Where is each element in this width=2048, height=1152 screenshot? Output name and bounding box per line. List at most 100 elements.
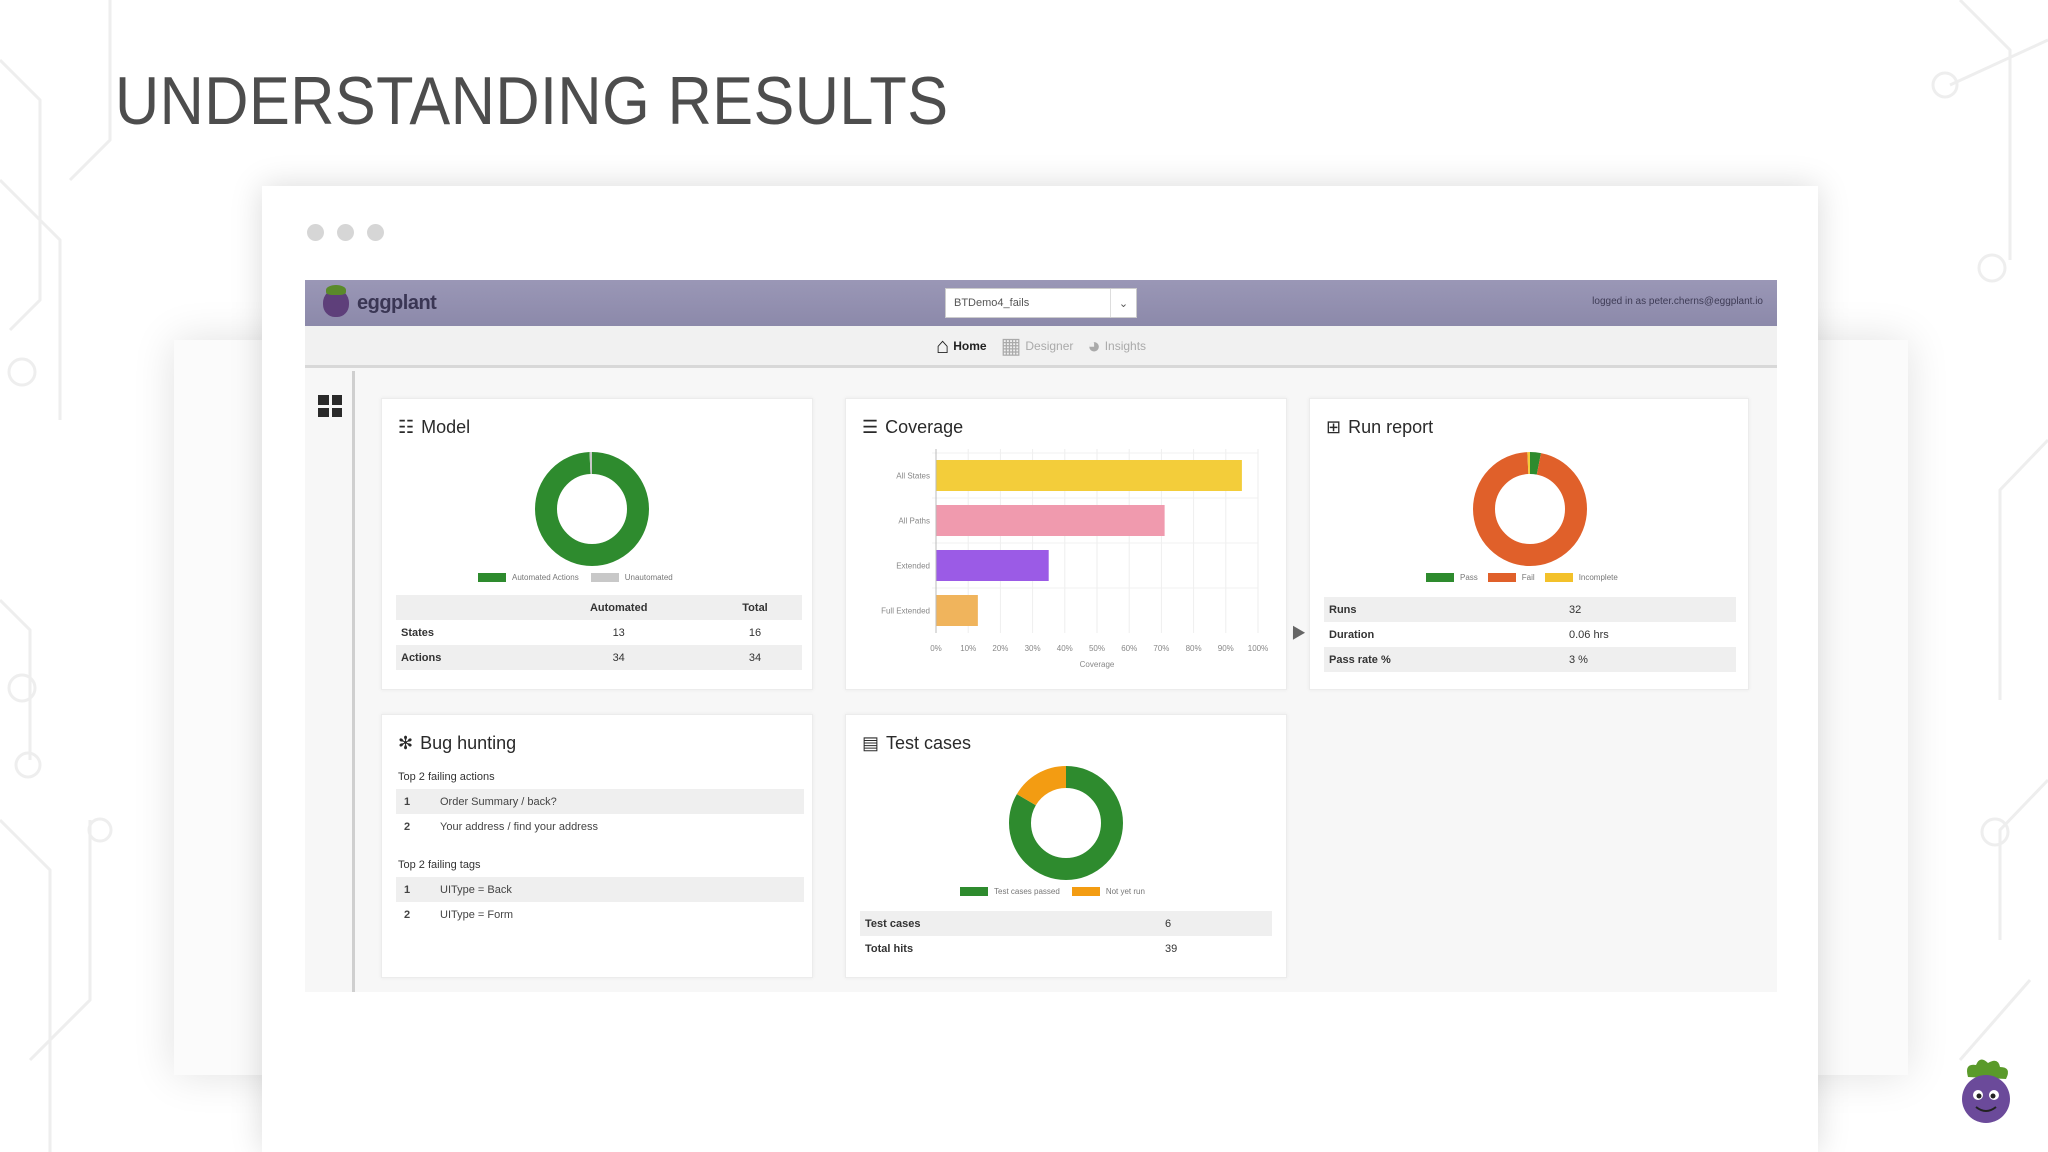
sitemap-icon: ☷ — [398, 417, 415, 437]
donut-slice-unautomated — [535, 452, 649, 566]
nav-insights[interactable]: ◕ Insights — [1087, 334, 1146, 357]
chevron-down-icon[interactable]: ⌄ — [1110, 289, 1136, 317]
x-tick-label: 100% — [1248, 644, 1268, 653]
legend-fail: Fail — [1521, 573, 1535, 582]
coverage-bar[interactable] — [936, 595, 978, 626]
home-icon: ⌂ — [935, 332, 950, 358]
app-header: eggplant BTDemo4_fails ⌄ logged in as pe… — [305, 280, 1777, 326]
table-row: Test cases 6 — [860, 911, 1272, 936]
list-item[interactable]: 1 Order Summary / back? — [396, 789, 804, 814]
x-tick-label: 80% — [1186, 644, 1202, 653]
table-row: Pass rate % 3 % — [1324, 647, 1736, 672]
table-row: Total hits 39 — [860, 936, 1272, 961]
failing-actions-heading: Top 2 failing actions — [398, 771, 495, 783]
project-select[interactable]: BTDemo4_fails ⌄ — [945, 288, 1137, 318]
y-category-label: All States — [896, 472, 930, 481]
legend-swatch-unautomated — [590, 573, 619, 582]
sitemap-icon: ▦ — [1000, 332, 1022, 358]
legend-not-yet-run: Not yet run — [1105, 887, 1145, 896]
run-report-title: Run report — [1348, 417, 1434, 437]
table-row: States 13 16 — [396, 620, 802, 645]
legend-swatch-passed — [960, 887, 988, 896]
browser-window: eggplant BTDemo4_fails ⌄ logged in as pe… — [262, 186, 1818, 1152]
failing-actions-list: 1 Order Summary / back? 2 Your address /… — [396, 789, 804, 839]
list-item-rank: 1 — [404, 795, 411, 808]
nav-designer[interactable]: ▦ Designer — [1000, 332, 1074, 358]
row-value: 3 % — [1569, 653, 1588, 666]
run-report-card: ⊞ Run report Pass Fail Incomplete Runs 3… — [1309, 398, 1749, 690]
window-dot-maximize[interactable] — [367, 224, 384, 241]
login-status: logged in as peter.cherns@eggplant.io — [1592, 296, 1763, 307]
legend-pass: Pass — [1460, 573, 1478, 582]
list-item-rank: 1 — [404, 883, 411, 896]
row-automated: 13 — [612, 626, 625, 639]
eggplant-logo[interactable]: eggplant — [323, 285, 437, 317]
y-category-label: All Paths — [898, 517, 930, 526]
table-header — [396, 595, 529, 620]
x-tick-label: 60% — [1121, 644, 1137, 653]
table-row: Runs 32 — [1324, 597, 1736, 622]
list-item[interactable]: 2 UIType = Form — [396, 902, 804, 927]
nav-home-label: Home — [953, 338, 987, 353]
list-item[interactable]: 2 Your address / find your address — [396, 814, 804, 839]
legend-unautomated: Unautomated — [624, 573, 673, 582]
coverage-bar[interactable] — [936, 505, 1165, 536]
x-axis-label: Coverage — [1080, 660, 1115, 669]
list-item-rank: 2 — [404, 820, 411, 833]
donut-slice-incomplete — [1473, 452, 1587, 566]
coverage-bar[interactable] — [936, 460, 1242, 491]
test-cases-donut-chart — [1009, 766, 1123, 880]
model-stats-table: Automated Total States 13 16 Actions 34 … — [396, 595, 802, 670]
table-icon: ⊞ — [1326, 417, 1342, 437]
table-header-total: Total — [742, 601, 768, 614]
grid-icon[interactable] — [318, 395, 342, 417]
list-item-text: Your address / find your address — [440, 820, 598, 833]
x-tick-label: 70% — [1153, 644, 1169, 653]
list-item[interactable]: 1 UIType = Back — [396, 877, 804, 902]
bug-hunting-card-title: ✻ Bug hunting — [398, 733, 516, 754]
main-nav: ⌂ Home ▦ Designer ◕ Insights — [305, 326, 1777, 368]
layers-icon: ☰ — [862, 417, 879, 437]
window-controls — [307, 224, 384, 241]
table-row: Actions 34 34 — [396, 645, 802, 670]
row-total: 16 — [748, 626, 762, 639]
test-cases-card-title: ▤ Test cases — [862, 733, 971, 754]
window-dot-close[interactable] — [307, 224, 324, 241]
table-header-automated: Automated — [589, 601, 648, 614]
x-tick-label: 30% — [1025, 644, 1041, 653]
list-item-rank: 2 — [404, 908, 411, 921]
bug-hunting-card: ✻ Bug hunting Top 2 failing actions 1 Or… — [381, 714, 813, 978]
donut-slice-fail — [1473, 452, 1587, 566]
y-category-label: Extended — [896, 562, 930, 571]
row-label: States — [401, 626, 435, 639]
run-report-card-title: ⊞ Run report — [1326, 417, 1433, 438]
y-category-label: Full Extended — [881, 607, 930, 616]
eggplant-logo-icon — [323, 285, 349, 317]
list-item-text: UIType = Back — [440, 883, 512, 896]
nav-designer-label: Designer — [1025, 338, 1074, 353]
eggplant-mascot-icon — [1962, 1059, 2010, 1123]
nav-home[interactable]: ⌂ Home — [935, 332, 987, 358]
legend-swatch-fail — [1487, 573, 1516, 582]
test-cases-table: Test cases 6 Total hits 39 — [860, 911, 1272, 961]
run-report-donut-chart — [1473, 452, 1587, 566]
row-label: Runs — [1329, 603, 1357, 616]
coverage-card: ☰ Coverage 0% 10% 20% 30% 40% 50% 60% 70% 80% 90%… — [845, 398, 1287, 690]
row-label: Duration — [1329, 628, 1375, 641]
test-cases-card: ▤ Test cases Test cases passed Not yet r… — [845, 714, 1287, 978]
bug-hunting-title: Bug hunting — [420, 733, 517, 753]
donut-slice-automated-actions — [535, 452, 649, 566]
logo-text: eggplant — [357, 291, 437, 314]
row-value: 39 — [1165, 942, 1178, 955]
window-dot-minimize[interactable] — [337, 224, 354, 241]
bug-icon: ✻ — [398, 733, 414, 753]
row-label: Test cases — [865, 917, 921, 930]
row-value: 0.06 hrs — [1569, 628, 1609, 641]
model-card: ☷ Model Automated Actions Unautomated Au… — [381, 398, 813, 690]
coverage-bar[interactable] — [936, 550, 1049, 581]
legend-swatch-not-run — [1071, 887, 1100, 896]
x-tick-label: 50% — [1089, 644, 1105, 653]
coverage-card-title: ☰ Coverage — [862, 417, 963, 438]
legend-swatch-automated — [478, 573, 506, 582]
slide-title: UNDERSTANDING RESULTS — [115, 63, 949, 139]
